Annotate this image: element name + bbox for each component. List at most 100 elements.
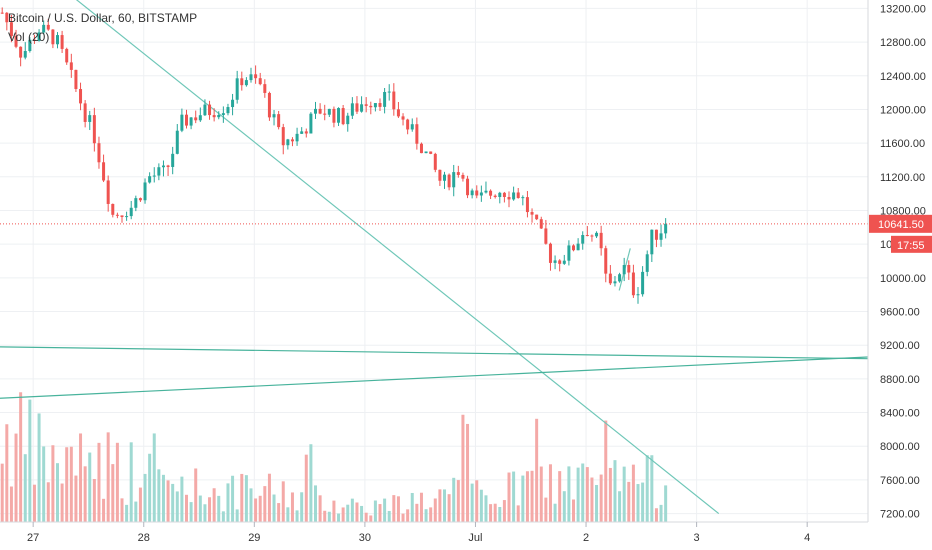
volume-bar	[157, 469, 161, 522]
volume-bar	[461, 414, 465, 522]
volume-legend[interactable]: Vol (20)	[8, 30, 49, 44]
volume-bar	[406, 509, 410, 522]
volume-bar	[203, 504, 207, 522]
volume-bar	[32, 484, 36, 522]
candle-body	[502, 192, 506, 198]
candle-body	[318, 108, 322, 114]
symbol-legend[interactable]: Bitcoin / U.S. Dollar, 60, BITSTAMP	[8, 11, 197, 25]
candle-body	[456, 172, 460, 175]
candle-body	[309, 113, 313, 134]
volume-bar	[208, 497, 212, 522]
candle-body	[567, 245, 571, 261]
volume-bar	[498, 506, 502, 522]
volume-bar	[19, 392, 23, 522]
candle-body	[396, 109, 400, 117]
candle-body	[516, 192, 520, 199]
price-tick-label: 12000.00	[880, 104, 926, 116]
volume-bar	[392, 495, 396, 522]
volume-bar	[553, 503, 557, 522]
volume-bar	[286, 507, 290, 522]
candle-body	[627, 265, 631, 273]
volume-bar	[539, 466, 543, 522]
candle-body	[383, 91, 387, 107]
candle-body	[415, 124, 419, 144]
volume-bar	[14, 433, 18, 522]
time-tick-label: 4	[804, 532, 810, 544]
candle-body	[157, 167, 161, 176]
candle-body	[272, 114, 276, 118]
volume-bar	[166, 480, 170, 522]
volume-bar	[599, 474, 603, 522]
volume-bar	[512, 471, 516, 522]
candle-body	[429, 151, 433, 154]
volume-bar	[267, 473, 271, 522]
candle-body	[203, 104, 207, 116]
volume-bar	[544, 497, 548, 522]
candle-body	[535, 214, 539, 220]
candle-body	[323, 113, 327, 115]
candle-body	[507, 197, 511, 200]
volume-bar	[240, 473, 244, 522]
candle-body	[286, 139, 290, 146]
volume-bar	[263, 486, 267, 522]
volume-bar	[226, 483, 230, 522]
candle-body	[290, 139, 294, 142]
time-tick-label: 30	[359, 532, 371, 544]
candle-body	[479, 192, 483, 196]
volume-bar	[645, 455, 649, 522]
candle-body	[636, 294, 640, 296]
volume-bar	[470, 483, 474, 522]
volume-bar	[585, 467, 589, 522]
candle-body	[521, 197, 525, 199]
price-axis-background[interactable]	[868, 0, 932, 522]
candle-body	[300, 131, 304, 134]
candle-body	[493, 195, 497, 197]
volume-bar	[300, 492, 304, 522]
volume-bar	[318, 495, 322, 522]
trendline[interactable]	[0, 346, 869, 360]
time-axis-background[interactable]	[0, 522, 868, 550]
volume-bar	[608, 467, 612, 522]
candle-body	[166, 165, 170, 167]
time-tick-label: 27	[27, 532, 39, 544]
volume-bar	[171, 483, 175, 522]
candle-body	[185, 114, 189, 126]
volume-bar	[194, 468, 198, 522]
time-tick-label: 2	[583, 532, 589, 544]
volume-bar	[636, 484, 640, 522]
price-tick-label: 7600.00	[880, 475, 920, 487]
volume-bar	[622, 466, 626, 522]
volume-bar	[28, 399, 32, 522]
volume-bar	[198, 495, 202, 522]
candle-body	[406, 119, 410, 130]
time-tick-label: 29	[248, 532, 260, 544]
volume-bar	[659, 504, 663, 522]
volume-bar	[493, 503, 497, 522]
price-tick-label: 9200.00	[880, 340, 920, 352]
volume-bar	[83, 466, 87, 522]
volume-bar	[9, 486, 13, 522]
volume-bar	[360, 505, 364, 522]
price-tick-label: 12800.00	[880, 37, 926, 49]
candle-body	[138, 198, 142, 201]
candle-body	[235, 78, 239, 100]
volume-bar	[604, 420, 608, 522]
trendline[interactable]	[0, 356, 869, 399]
candle-body	[369, 105, 373, 108]
volume-bar	[180, 476, 184, 522]
candle-body	[553, 260, 557, 263]
time-tick-label: 28	[138, 532, 150, 544]
candle-body	[212, 115, 216, 118]
price-tick-label: 8800.00	[880, 374, 920, 386]
candle-body	[484, 190, 488, 193]
volume-bar	[102, 498, 106, 522]
candle-body	[143, 182, 147, 201]
candle-body	[69, 62, 73, 70]
candle-body	[562, 260, 566, 264]
candle-body	[350, 103, 354, 116]
trendlines[interactable]	[0, 0, 869, 515]
trendline[interactable]	[66, 0, 720, 515]
volume-bar	[134, 501, 138, 522]
candle-body	[231, 99, 235, 108]
